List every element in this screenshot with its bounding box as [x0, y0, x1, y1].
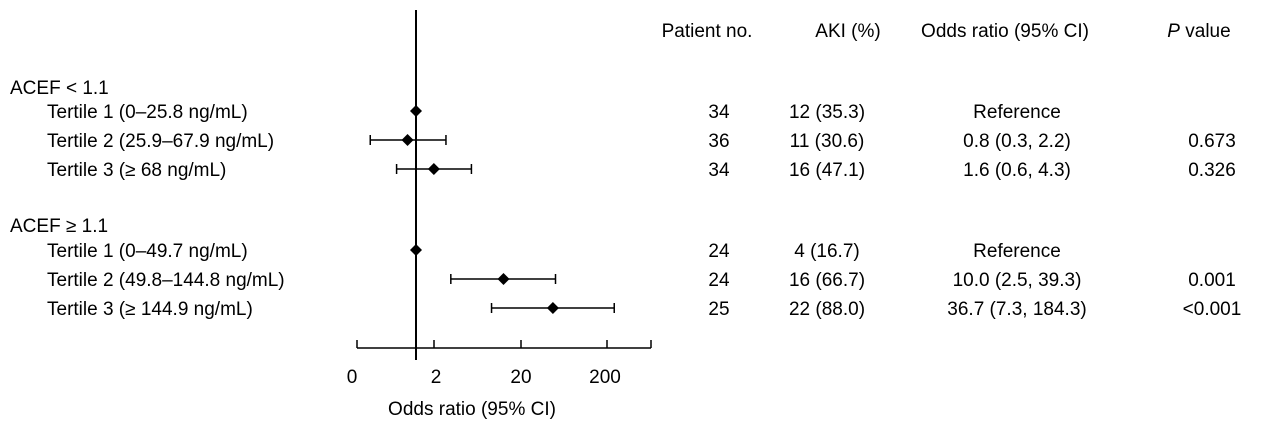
cell-odds-ratio: 0.8 (0.3, 2.2) [963, 131, 1071, 152]
cell-patients: 24 [708, 270, 730, 291]
cell-patients: 36 [708, 131, 729, 152]
cell-patients: 24 [708, 241, 730, 262]
x-tick-label: 0 [347, 367, 358, 388]
row-label: Tertile 3 (≥ 144.9 ng/mL) [47, 299, 253, 320]
cell-p-value: 0.001 [1188, 270, 1236, 291]
column-header-patient-no: Patient no. [662, 21, 753, 42]
odds-ratio-point [410, 105, 422, 117]
row-label: Tertile 1 (0–25.8 ng/mL) [47, 102, 248, 123]
x-tick-label: 200 [589, 367, 621, 388]
odds-ratio-point [410, 244, 422, 256]
cell-aki: 12 (35.3) [789, 102, 865, 123]
cell-aki: 16 (66.7) [789, 270, 865, 291]
column-header-aki: AKI (%) [815, 21, 880, 42]
cell-odds-ratio: Reference [973, 102, 1061, 123]
row-label: Tertile 3 (≥ 68 ng/mL) [47, 160, 226, 181]
cell-odds-ratio: 36.7 (7.3, 184.3) [947, 299, 1086, 320]
cell-p-value: 0.673 [1188, 131, 1236, 152]
cell-patients: 34 [708, 160, 730, 181]
cell-aki: 4 (16.7) [794, 241, 859, 262]
group-label: ACEF < 1.1 [10, 78, 109, 99]
row-label: Tertile 1 (0–49.7 ng/mL) [47, 241, 248, 262]
x-tick-label: 2 [431, 367, 442, 388]
x-tick-label: 20 [510, 367, 531, 388]
odds-ratio-point [401, 134, 414, 146]
x-axis-label: Odds ratio (95% CI) [388, 399, 556, 420]
forest-marks [369, 105, 615, 314]
row-label: Tertile 2 (49.8–144.8 ng/mL) [47, 270, 285, 291]
odds-ratio-point [427, 163, 440, 175]
cell-p-value: 0.326 [1188, 160, 1236, 181]
cell-odds-ratio: Reference [973, 241, 1061, 262]
row-label: Tertile 2 (25.9–67.9 ng/mL) [47, 131, 274, 152]
odds-ratio-point [546, 302, 559, 314]
cell-aki: 11 (30.6) [790, 131, 865, 152]
cell-aki: 16 (47.1) [789, 160, 865, 181]
cell-patients: 34 [708, 102, 730, 123]
cell-odds-ratio: 1.6 (0.6, 4.3) [963, 160, 1071, 181]
column-header-p-value: P value [1167, 21, 1230, 42]
cell-p-value: <0.001 [1183, 299, 1242, 320]
cell-odds-ratio: 10.0 (2.5, 39.3) [953, 270, 1082, 291]
column-header-odds-ratio: Odds ratio (95% CI) [921, 21, 1089, 42]
cell-patients: 25 [708, 299, 729, 320]
group-label: ACEF ≥ 1.1 [10, 216, 108, 237]
odds-ratio-point [497, 273, 510, 285]
cell-aki: 22 (88.0) [789, 299, 865, 320]
